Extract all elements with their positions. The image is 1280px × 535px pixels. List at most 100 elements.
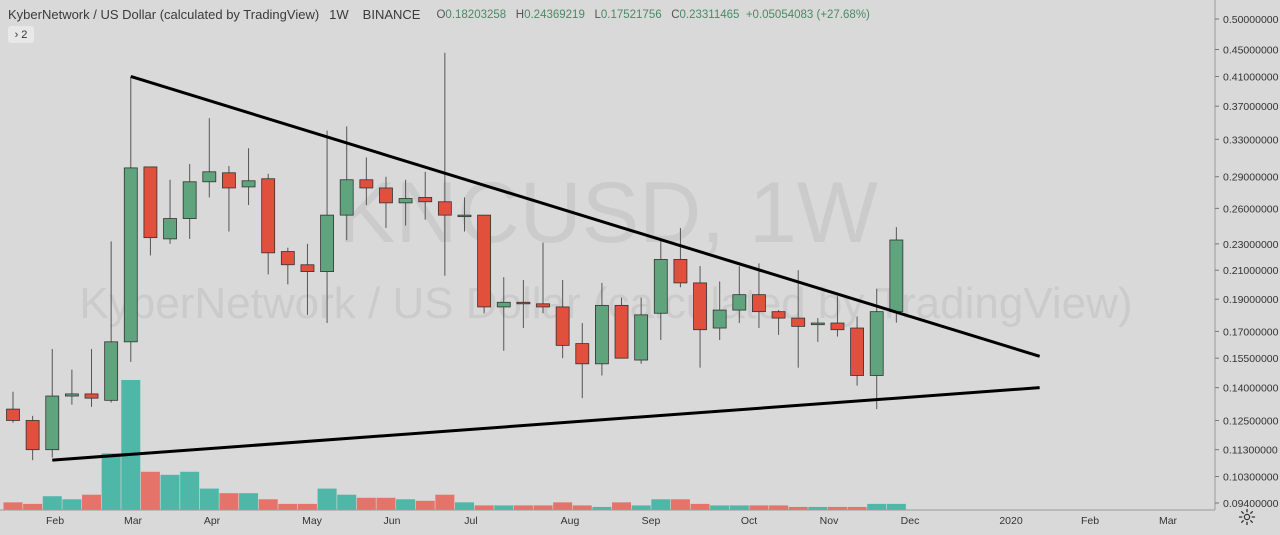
volume-bar <box>435 494 455 510</box>
volume-bar <box>42 496 62 510</box>
volume-bar <box>867 503 887 510</box>
candle-up[interactable] <box>123 167 138 343</box>
change-value: +0.05054083 (+27.68%) <box>745 8 870 21</box>
indicators-toggle-button[interactable]: › 2 <box>8 26 34 43</box>
candle-down[interactable] <box>477 214 492 308</box>
candle-up[interactable] <box>810 322 825 326</box>
high-value: 0.24369219 <box>524 8 585 21</box>
volume-bar <box>769 505 789 510</box>
volume-bar <box>592 506 612 510</box>
candle-up[interactable] <box>104 341 119 401</box>
candle-down[interactable] <box>280 251 295 266</box>
candle-down[interactable] <box>575 343 590 365</box>
price-tick-label: 0.09400000 <box>1223 498 1279 510</box>
time-tick-label: Oct <box>741 515 757 527</box>
interval-label[interactable]: 1W <box>329 7 349 22</box>
price-tick-label: 0.41000000 <box>1223 71 1279 83</box>
price-tick-label: 0.45000000 <box>1223 45 1279 57</box>
candle-up[interactable] <box>202 171 217 183</box>
volume-bar <box>612 502 632 510</box>
candle-up[interactable] <box>457 214 472 218</box>
candle-up[interactable] <box>163 218 177 240</box>
volume-bar <box>140 471 160 510</box>
trendline-descending-resistance[interactable] <box>130 75 1041 358</box>
candle-down[interactable] <box>222 172 236 189</box>
price-tick-label: 0.50000000 <box>1223 14 1279 26</box>
candle-up[interactable] <box>712 309 727 329</box>
candle-up[interactable] <box>496 301 511 308</box>
volume-bar <box>239 493 259 510</box>
candle-down[interactable] <box>143 166 158 239</box>
candle-down[interactable] <box>437 201 452 216</box>
volume-bar <box>474 505 494 510</box>
candle-down[interactable] <box>300 264 315 273</box>
candle-up[interactable] <box>45 395 60 451</box>
volume-bar <box>572 505 592 510</box>
candle-up[interactable] <box>320 214 334 273</box>
candle-down[interactable] <box>359 179 374 189</box>
volume-bar <box>631 505 651 510</box>
volume-bar <box>553 502 573 510</box>
volume-bar <box>317 488 337 510</box>
volume-bar <box>788 506 808 510</box>
candle-down[interactable] <box>850 327 864 376</box>
trendline-ascending-support[interactable] <box>52 386 1040 462</box>
candle-down[interactable] <box>25 420 40 451</box>
candle-down[interactable] <box>379 187 393 204</box>
candle-up[interactable] <box>595 304 609 365</box>
volume-bar <box>199 488 219 510</box>
candle-up[interactable] <box>182 181 197 219</box>
time-tick-label: Feb <box>1081 515 1099 527</box>
price-tick-label: 0.14000000 <box>1223 383 1279 395</box>
candle-down[interactable] <box>693 282 707 331</box>
volume-bar <box>533 505 553 510</box>
candle-down[interactable] <box>614 304 629 359</box>
price-tick-label: 0.12500000 <box>1223 415 1279 427</box>
candle-up[interactable] <box>398 198 413 204</box>
time-tick-label: May <box>302 515 323 527</box>
gear-icon[interactable] <box>1238 508 1256 526</box>
volume-bar <box>278 503 298 510</box>
low-value: 0.17521756 <box>600 8 662 21</box>
candle-up[interactable] <box>889 239 904 313</box>
volume-bar <box>23 503 43 510</box>
price-tick-label: 0.23000000 <box>1223 239 1279 251</box>
symbol-title[interactable]: KyberNetwork / US Dollar (calculated by … <box>8 7 320 22</box>
candle-down[interactable] <box>536 303 550 308</box>
candle-down[interactable] <box>261 178 276 254</box>
time-tick-label: Dec <box>901 515 920 527</box>
candle-down[interactable] <box>84 393 99 399</box>
candle-up[interactable] <box>241 180 256 188</box>
candle-down[interactable] <box>830 322 845 331</box>
volume-bar <box>886 503 906 510</box>
volume-bar <box>121 380 141 510</box>
price-tick-label: 0.21000000 <box>1223 265 1279 277</box>
candle-down[interactable] <box>516 301 531 305</box>
volume-bar <box>356 497 376 510</box>
candle-down[interactable] <box>673 258 688 284</box>
volume-bar <box>827 506 847 510</box>
candle-down[interactable] <box>791 317 806 327</box>
candle-up[interactable] <box>634 314 649 361</box>
candle-up[interactable] <box>339 179 354 216</box>
volume-bar <box>62 499 82 510</box>
volume-bar <box>396 499 416 510</box>
indicators-count: 2 <box>21 28 28 41</box>
volume-bar <box>710 505 730 510</box>
chart-header: KyberNetwork / US Dollar (calculated by … <box>8 7 870 22</box>
candle-down[interactable] <box>6 408 20 421</box>
candle-up[interactable] <box>64 393 79 397</box>
volume-bar <box>160 474 180 510</box>
candle-up[interactable] <box>869 311 884 376</box>
candle-up[interactable] <box>732 294 747 311</box>
chevron-right-icon: › <box>14 28 19 41</box>
candle-down[interactable] <box>752 294 766 313</box>
candle-up[interactable] <box>653 258 668 314</box>
watermark-symbol: KNCUSD, 1W <box>338 165 878 261</box>
candle-down[interactable] <box>771 311 786 319</box>
candle-down[interactable] <box>555 306 570 346</box>
candle-down[interactable] <box>418 197 433 203</box>
price-tick-label: 0.26000000 <box>1223 203 1279 215</box>
